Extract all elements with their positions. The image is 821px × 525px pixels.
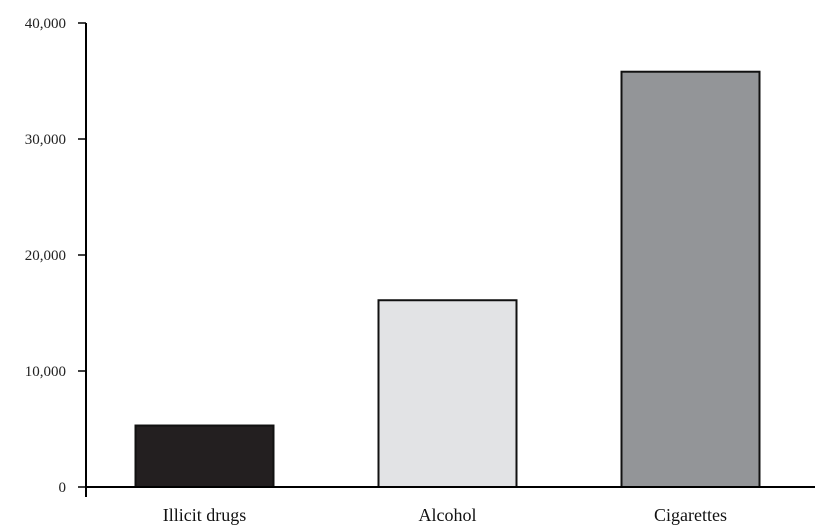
y-tick-label: 20,000 xyxy=(25,248,66,264)
y-axis-ticks: 0 10,000 20,000 30,000 40,000 xyxy=(25,16,86,496)
x-category-label: Alcohol xyxy=(419,505,477,525)
y-tick-label: 40,000 xyxy=(25,16,66,32)
y-tick-label: 30,000 xyxy=(25,132,66,148)
x-category-label: Cigarettes xyxy=(654,505,727,525)
x-axis-labels: Illicit drugs Alcohol Cigarettes xyxy=(163,505,727,525)
x-category-label: Illicit drugs xyxy=(163,505,247,525)
y-tick-label: 0 xyxy=(59,480,67,496)
bar-illicit-drugs xyxy=(136,426,274,487)
y-tick-label: 10,000 xyxy=(25,364,66,380)
bar-cigarettes xyxy=(622,72,760,487)
bars xyxy=(136,72,760,487)
bar-alcohol xyxy=(379,300,517,487)
